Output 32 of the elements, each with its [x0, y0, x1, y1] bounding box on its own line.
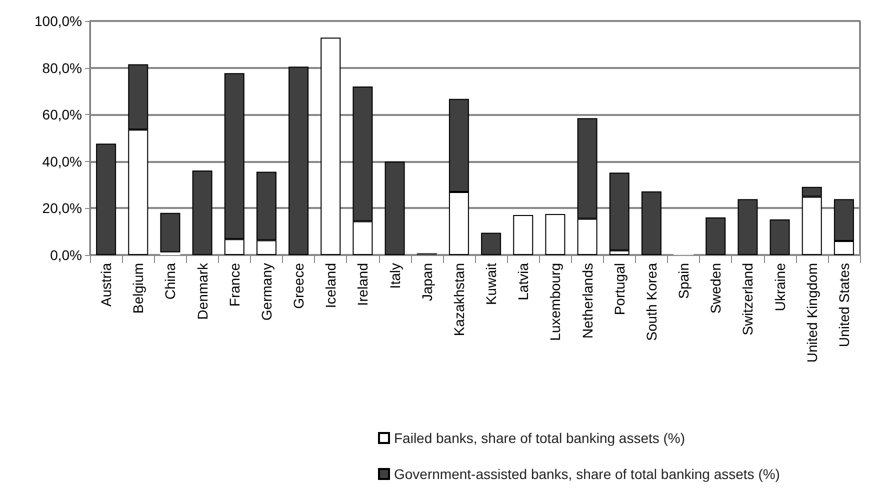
legend-label: Government-assisted banks, share of total banking assets (%) [394, 466, 780, 482]
x-tick-label: Belgium [130, 263, 146, 314]
y-tick-label: 80,0% [42, 60, 82, 76]
x-tick-label: Netherlands [579, 263, 596, 338]
y-tick-label: 100,0% [34, 13, 82, 29]
x-tick-label: United States [836, 263, 852, 348]
x-tick-label: South Korea [643, 262, 660, 341]
x-tick-label: Kuwait [483, 262, 500, 306]
x-tick-label: Japan [418, 263, 435, 302]
x-tick-label: Luxembourg [547, 263, 564, 341]
x-tick-label: Iceland [322, 263, 339, 308]
legend-label: Failed banks, share of total banking assets (%) [394, 430, 686, 446]
x-tick-label: Sweden [708, 263, 724, 314]
y-tick-label: 0,0% [50, 247, 82, 263]
x-tick-label: Germany [258, 263, 274, 321]
x-tick-label: Denmark [194, 262, 210, 320]
x-tick-label: Ireland [354, 263, 371, 306]
x-tick-label: Austria [98, 262, 114, 307]
x-tick-label: Switzerland [740, 263, 756, 336]
x-tick-label: United Kingdom [804, 263, 820, 363]
x-tick-label: Kazakhstan [450, 263, 467, 336]
y-tick-label: 40,0% [42, 153, 82, 170]
x-tick-label: Ukraine [772, 262, 788, 312]
y-tick-label: 20,0% [42, 200, 82, 216]
x-tick-label: Spain [676, 263, 692, 299]
x-tick-label: Greece [290, 262, 307, 309]
x-tick-label: Portugal [611, 263, 628, 316]
x-tick-label: China [162, 262, 178, 300]
x-tick-label: Latvia [515, 262, 532, 300]
y-tick-label: 60,0% [42, 106, 82, 123]
x-tick-label: Italy [386, 263, 403, 289]
x-tick-label: France [226, 262, 242, 307]
